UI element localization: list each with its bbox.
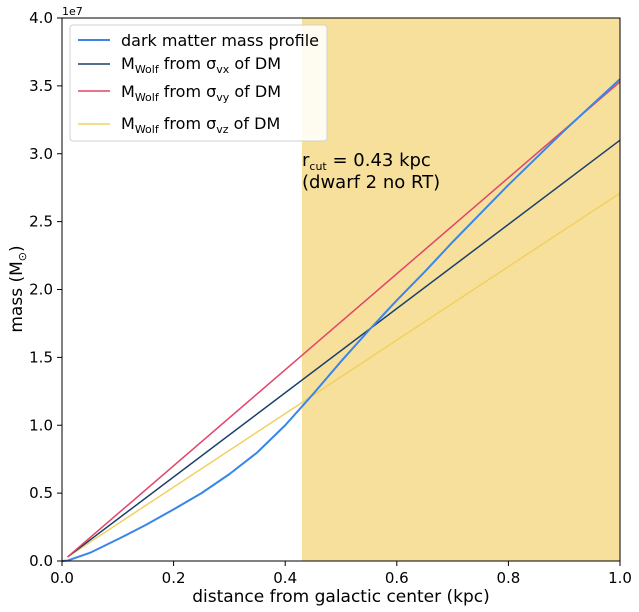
annotation-line-2: (dwarf 2 no RT) — [302, 172, 440, 193]
legend-vy-wolf: Wolf — [135, 91, 160, 104]
legend-vx-from: from σ — [159, 54, 217, 73]
x-tick-label: 0.4 — [273, 569, 297, 587]
legend-vz-wolf: Wolf — [135, 123, 160, 136]
x-tick-label: 0.0 — [50, 569, 74, 587]
y-axis-title-sub: ⊙ — [16, 252, 29, 261]
x-tick-label: 0.6 — [385, 569, 409, 587]
annotation-line-1: rcut = 0.43 kpc — [302, 150, 431, 173]
series-mwolf-vx — [67, 139, 621, 558]
series-mwolf-vy — [67, 81, 621, 558]
x-axis-title: distance from galactic center (kpc) — [192, 587, 490, 607]
y-axis-title-close: ) — [7, 245, 27, 252]
legend-vx-ofdm: of DM — [229, 54, 281, 73]
legend-vx-wolf: Wolf — [135, 63, 160, 76]
annotation-r: r — [302, 150, 310, 171]
legend-vx-m: M — [121, 54, 135, 73]
legend-label-vz: MWolf from σvz of DM — [121, 114, 280, 136]
legend-vx-sub: vx — [216, 63, 230, 76]
legend-vz-ofdm: of DM — [229, 114, 281, 133]
x-tick-label: 0.8 — [496, 569, 520, 587]
y-tick-label: 0.5 — [29, 484, 53, 502]
y-tick-label: 4.0 — [29, 9, 53, 27]
legend-label-vy: MWolf from σvy of DM — [121, 82, 281, 104]
y-axis-title: mass (M⊙) — [7, 245, 29, 332]
annotation-value: = 0.43 kpc — [327, 150, 431, 171]
legend-vy-m: M — [121, 82, 135, 101]
shaded-region — [301, 18, 620, 561]
y-tick-label: 2.5 — [29, 213, 53, 231]
legend-box — [69, 24, 328, 142]
x-tick-label: 0.2 — [162, 569, 186, 587]
series-mwolf-vz — [67, 192, 621, 558]
shaded-region-layer — [301, 18, 620, 561]
series-dm-mass-profile — [61, 78, 621, 562]
annotation-cut-sub: cut — [309, 160, 327, 173]
legend-vz-sub: vz — [216, 123, 229, 136]
legend-vy-ofdm: of DM — [229, 82, 281, 101]
series-layer — [61, 78, 621, 562]
legend-vy-sub: vy — [216, 91, 230, 104]
y-tick-label: 3.5 — [29, 77, 53, 95]
legend-vz-m: M — [121, 114, 135, 133]
x-tick-label: 1.0 — [608, 569, 632, 587]
y-tick-label: 1.0 — [29, 416, 53, 434]
legend-vy-from: from σ — [159, 82, 217, 101]
legend-label-vx: MWolf from σvx of DM — [121, 54, 281, 76]
y-axis-title-main: mass (M — [7, 261, 27, 332]
y-tick-label: 2.0 — [29, 281, 53, 299]
annotation-rcut: rcut = 0.43 kpc (dwarf 2 no RT) — [302, 150, 440, 193]
legend-vz-from: from σ — [159, 114, 217, 133]
y-tick-label: 1.5 — [29, 348, 53, 366]
legend-label-dm-profile: dark matter mass profile — [121, 31, 319, 50]
y-scale-label: 1e7 — [62, 5, 83, 18]
y-tick-label: 3.0 — [29, 145, 53, 163]
legend: dark matter mass profile MWolf from σvx … — [69, 24, 328, 142]
axes-layer: 0.0 0.2 0.4 0.6 0.8 1.0 0.0 0.5 1.0 1.5 2.0 2.5 3.0 3… — [29, 9, 632, 587]
y-tick-label: 0.0 — [29, 552, 53, 570]
y-scale-mantissa: 1e7 — [62, 5, 83, 18]
